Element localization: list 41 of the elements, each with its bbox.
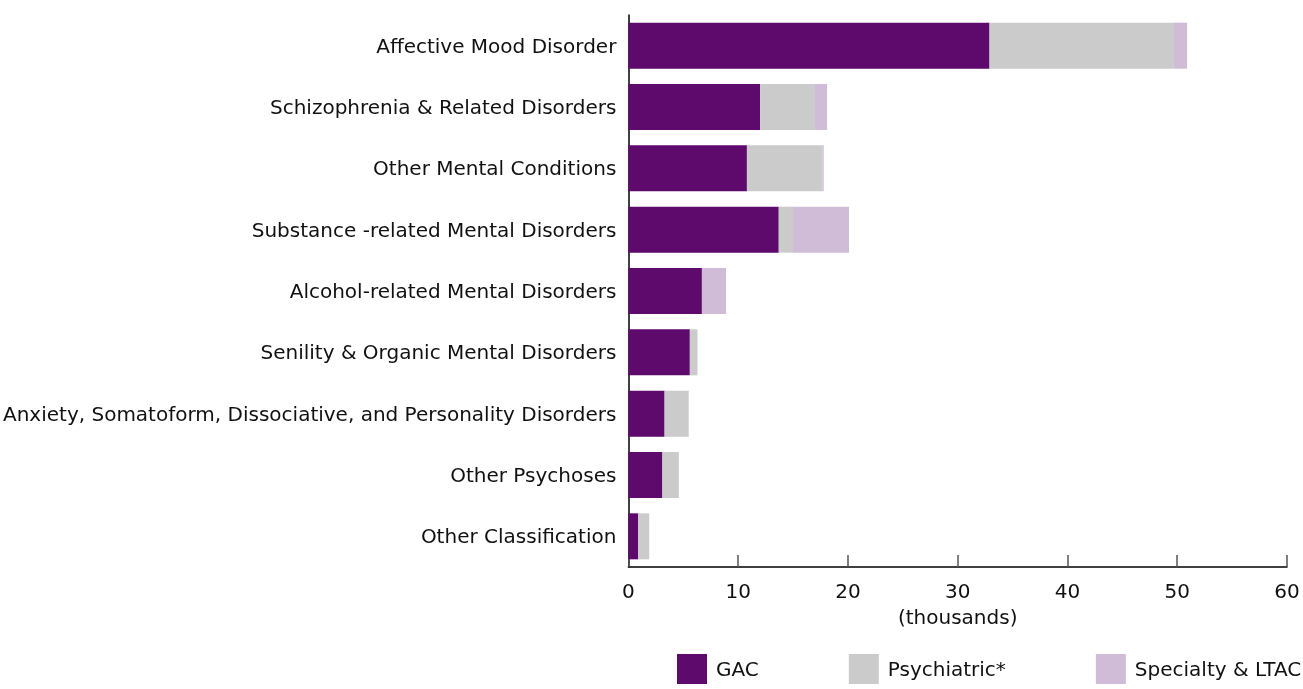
legend-label: Psychiatric* <box>887 657 1006 681</box>
bar <box>814 84 828 130</box>
y-tick-label: Senility & Organic Mental Disorders <box>260 340 617 365</box>
x-tick-label: 0 <box>621 579 635 603</box>
bar <box>701 268 727 314</box>
bar <box>746 145 823 192</box>
legend-label: GAC <box>716 657 759 681</box>
y-tick-label: Other Mental Conditions <box>373 156 617 181</box>
bar <box>664 390 689 437</box>
bar <box>638 513 650 560</box>
y-tick-label: Affective Mood Disorder <box>376 33 618 58</box>
bar <box>689 329 698 376</box>
bar <box>628 22 990 69</box>
y-tick-label: Substance -related Mental Disorders <box>251 217 617 242</box>
x-tick-label: 20 <box>835 579 861 603</box>
bar <box>793 206 849 253</box>
x-tick-label: 50 <box>1164 579 1190 603</box>
bar <box>628 329 690 376</box>
bar <box>760 84 815 130</box>
y-tick-label: Other Psychoses <box>450 463 617 487</box>
y-tick-label: Alcohol-related Mental Disorders <box>289 279 617 303</box>
bar <box>628 206 779 253</box>
bar <box>628 268 702 314</box>
y-tick-label: Schizophrenia & Related Disorders <box>270 95 617 119</box>
bar <box>1173 22 1188 69</box>
x-axis-title: (thousands) <box>897 605 1018 629</box>
x-tick-label: 60 <box>1274 579 1300 603</box>
bar <box>628 513 639 560</box>
bar <box>628 452 663 498</box>
legend-label: Specialty & LTAC <box>1134 657 1302 681</box>
y-tick-label: Anxiety, Somatoform, Dissociative, and Personality Disorders <box>3 401 617 426</box>
bar <box>989 22 1174 69</box>
x-tick-label: 10 <box>725 579 751 603</box>
x-tick-label: 40 <box>1054 579 1081 603</box>
bar <box>628 390 665 437</box>
bar <box>628 145 747 192</box>
y-tick-label: Other Classification <box>420 524 617 549</box>
x-tick-label: 30 <box>944 579 971 603</box>
bar <box>628 84 761 130</box>
bar <box>662 452 679 498</box>
bar <box>778 206 794 253</box>
